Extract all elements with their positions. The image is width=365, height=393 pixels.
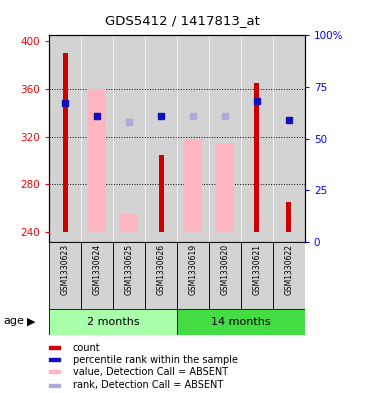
Bar bbox=[145, 35, 177, 242]
Text: GSM1330619: GSM1330619 bbox=[188, 244, 197, 295]
Bar bbox=[81, 35, 113, 242]
Text: value, Detection Call = ABSENT: value, Detection Call = ABSENT bbox=[73, 367, 228, 377]
Bar bbox=[241, 35, 273, 242]
Bar bbox=[49, 242, 81, 309]
Text: age: age bbox=[4, 316, 24, 327]
Bar bbox=[209, 35, 241, 242]
Bar bbox=[49, 371, 60, 373]
Bar bbox=[113, 35, 145, 242]
Bar bbox=[49, 309, 177, 335]
Bar bbox=[49, 384, 60, 387]
Bar bbox=[88, 89, 106, 232]
Bar bbox=[273, 242, 305, 309]
Bar bbox=[286, 202, 291, 232]
Bar bbox=[177, 242, 209, 309]
Text: GSM1330623: GSM1330623 bbox=[61, 244, 70, 295]
Bar bbox=[113, 242, 145, 309]
Bar bbox=[241, 242, 273, 309]
Text: GSM1330621: GSM1330621 bbox=[252, 244, 261, 295]
Text: GSM1330620: GSM1330620 bbox=[220, 244, 230, 295]
Bar bbox=[216, 143, 234, 232]
Bar bbox=[49, 346, 60, 349]
Text: GDS5412 / 1417813_at: GDS5412 / 1417813_at bbox=[105, 14, 260, 27]
Bar bbox=[63, 53, 68, 232]
Text: count: count bbox=[73, 343, 100, 353]
Text: GSM1330626: GSM1330626 bbox=[157, 244, 166, 295]
Text: ▶: ▶ bbox=[27, 316, 36, 327]
Bar bbox=[145, 242, 177, 309]
Bar bbox=[184, 139, 202, 232]
Text: 2 months: 2 months bbox=[87, 317, 139, 327]
Text: GSM1330625: GSM1330625 bbox=[124, 244, 134, 295]
Bar bbox=[177, 309, 305, 335]
Bar bbox=[254, 83, 260, 232]
Text: GSM1330622: GSM1330622 bbox=[284, 244, 293, 295]
Bar bbox=[120, 214, 138, 232]
Text: percentile rank within the sample: percentile rank within the sample bbox=[73, 355, 238, 365]
Text: rank, Detection Call = ABSENT: rank, Detection Call = ABSENT bbox=[73, 380, 223, 390]
Bar bbox=[49, 35, 81, 242]
Bar bbox=[177, 35, 209, 242]
Bar bbox=[49, 358, 60, 361]
Bar bbox=[158, 154, 164, 232]
Bar bbox=[209, 242, 241, 309]
Text: GSM1330624: GSM1330624 bbox=[93, 244, 102, 295]
Bar bbox=[273, 35, 305, 242]
Bar bbox=[81, 242, 113, 309]
Text: 14 months: 14 months bbox=[211, 317, 271, 327]
